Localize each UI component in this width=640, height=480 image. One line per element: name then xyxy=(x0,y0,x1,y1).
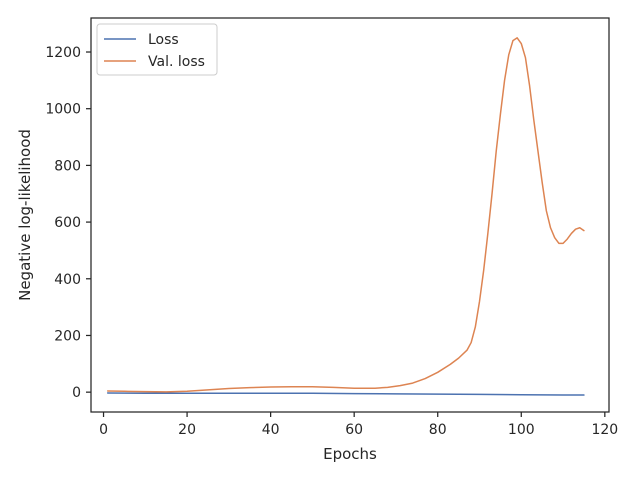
x-tick-label: 100 xyxy=(508,422,535,438)
y-axis-label: Negative log-likelihood xyxy=(16,129,34,301)
y-tick-label: 1200 xyxy=(45,45,81,61)
x-tick-label: 60 xyxy=(345,422,363,438)
y-tick-label: 1000 xyxy=(45,102,81,118)
x-axis-label: Epochs xyxy=(323,445,377,463)
y-tick-label: 600 xyxy=(54,215,81,231)
y-axis-ticks: 0 200 400 600 800 1000 1200 xyxy=(45,45,91,401)
y-tick-label: 400 xyxy=(54,272,81,288)
y-tick-label: 200 xyxy=(54,328,81,344)
y-tick-label: 0 xyxy=(72,385,81,401)
x-tick-label: 0 xyxy=(99,422,108,438)
plot-marks xyxy=(106,37,585,396)
x-tick-label: 120 xyxy=(591,422,618,438)
legend-label-loss: Loss xyxy=(148,32,179,48)
legend-box xyxy=(96,23,218,76)
legend-label-val-loss: Val. loss xyxy=(148,54,205,70)
x-tick-label: 80 xyxy=(429,422,447,438)
x-tick-label: 20 xyxy=(178,422,196,438)
series-line-loss xyxy=(106,392,585,396)
x-axis-ticks: 0 20 40 60 80 100 120 xyxy=(99,412,618,438)
x-tick-label: 40 xyxy=(262,422,280,438)
plot-frame xyxy=(90,17,610,413)
legend: Loss Val. loss xyxy=(96,23,218,76)
series-line-val-loss xyxy=(106,37,585,393)
y-tick-label: 800 xyxy=(54,158,81,174)
